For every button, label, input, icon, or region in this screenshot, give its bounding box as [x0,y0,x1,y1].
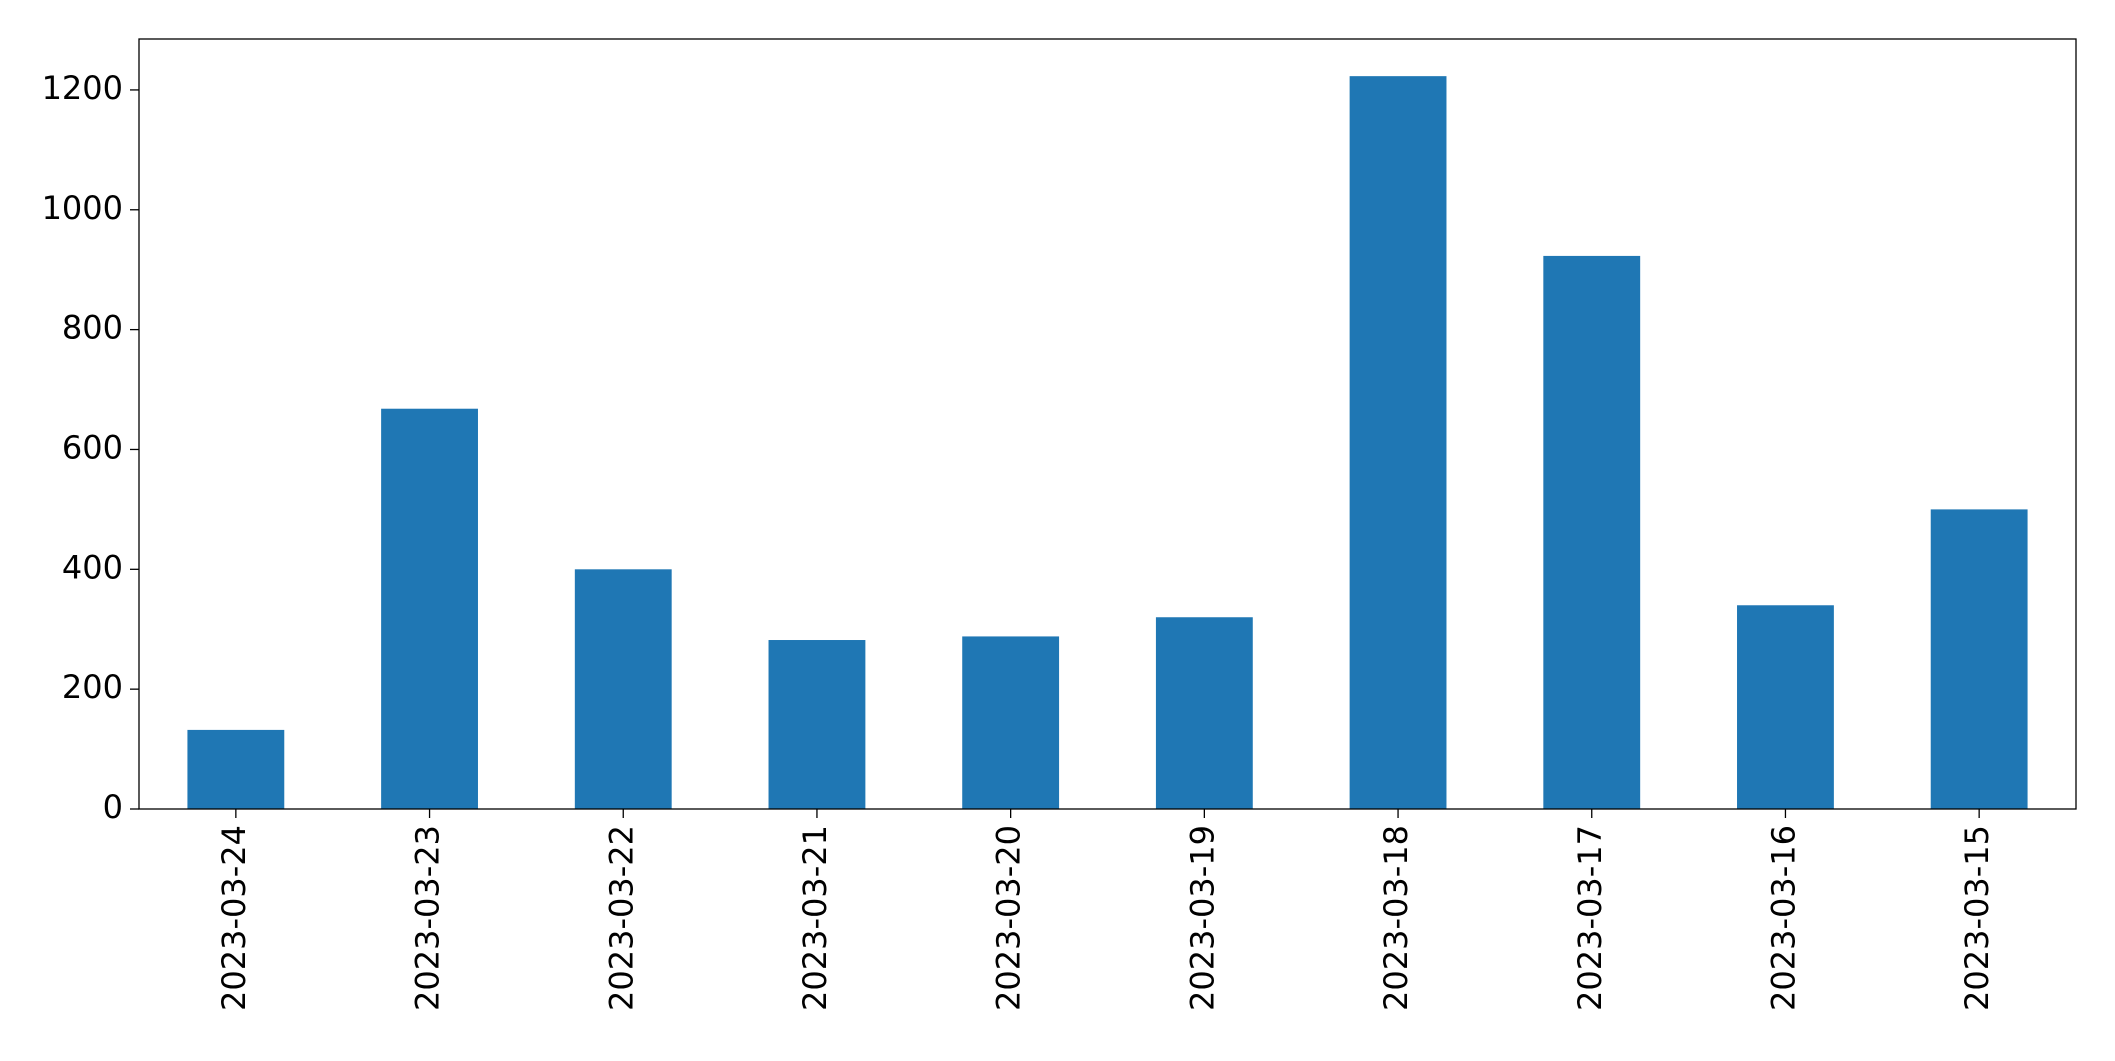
y-tick-label: 200 [62,668,123,706]
y-tick-label: 0 [103,788,123,826]
bar [574,569,672,809]
bar [768,640,866,809]
bar [1349,76,1447,810]
x-tick-label: 2023-03-24 [215,825,253,1011]
x-tick-label: 2023-03-21 [796,825,834,1011]
x-tick-label: 2023-03-17 [1571,825,1609,1011]
y-tick-label: 1000 [42,189,123,227]
bar [962,636,1060,809]
x-tick-label: 2023-03-18 [1377,825,1415,1011]
axes-frame [138,38,2077,810]
y-tick-label: 1200 [42,69,123,107]
y-tick-label: 400 [62,548,123,586]
x-tick-label: 2023-03-19 [1183,825,1221,1011]
y-tick-label: 600 [62,428,123,466]
bar [381,408,478,809]
bar [1737,605,1834,809]
y-tick-label: 800 [62,309,123,347]
bar [1543,255,1641,810]
x-tick-label: 2023-03-16 [1764,825,1802,1011]
bar [187,729,285,809]
bar [1155,617,1253,809]
bar [1930,509,2028,809]
x-tick-label: 2023-03-23 [409,825,447,1011]
x-tick-label: 2023-03-20 [990,825,1028,1011]
x-tick-label: 2023-03-22 [602,825,640,1011]
x-tick-label: 2023-03-15 [1958,825,1996,1011]
